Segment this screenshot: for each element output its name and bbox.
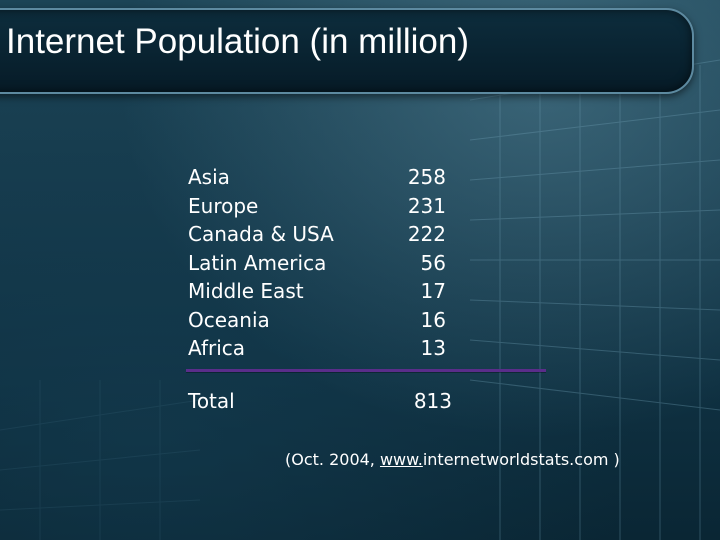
source-prefix: (Oct. 2004,: [285, 450, 380, 469]
region-name: Africa: [188, 336, 246, 360]
region-value: 222: [407, 222, 446, 246]
source-link-www[interactable]: www.: [379, 450, 423, 469]
region-value: 231: [407, 193, 446, 218]
total-value: 813: [413, 389, 452, 413]
source-citation: (Oct. 2004, www.internetworldstats.com ): [285, 450, 620, 469]
region-name: Latin America: [188, 250, 327, 275]
region-value: 17: [420, 279, 446, 303]
table-row: Asia 258: [188, 163, 458, 192]
region-name: Oceania: [188, 307, 270, 332]
region-value: 16: [420, 307, 446, 332]
region-name: Canada & USA: [188, 222, 334, 246]
table-row: Latin America 56: [188, 249, 458, 278]
table-row: Middle East 17: [188, 277, 458, 306]
source-domain: internetworldstats.com: [422, 450, 609, 469]
table-row: Europe 231: [188, 192, 458, 221]
table-row: Oceania 16: [188, 306, 458, 335]
region-value: 13: [420, 336, 446, 360]
title-bar: [0, 8, 694, 94]
total-divider: [186, 369, 546, 372]
slide-title: Internet Population (in million): [6, 22, 470, 61]
total-row: Total 813: [188, 386, 458, 416]
table-row: Africa 13: [188, 334, 458, 363]
region-value: 56: [420, 250, 446, 275]
region-name: Europe: [188, 193, 259, 218]
total-label: Total: [188, 389, 235, 413]
source-suffix: ): [608, 450, 620, 469]
population-table: Asia 258 Europe 231 Canada & USA 222 Lat…: [188, 163, 458, 363]
region-name: Asia: [188, 165, 230, 189]
table-row: Canada & USA 222: [188, 220, 458, 249]
region-value: 258: [407, 165, 446, 189]
region-name: Middle East: [188, 279, 304, 303]
